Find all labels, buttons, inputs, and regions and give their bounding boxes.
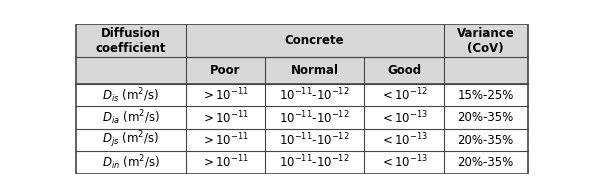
Text: $10^{-11}$-$10^{-12}$: $10^{-11}$-$10^{-12}$ xyxy=(279,132,350,148)
Text: Diffusion
coefficient: Diffusion coefficient xyxy=(95,27,166,55)
Text: Normal: Normal xyxy=(290,64,339,77)
Text: $>10^{-11}$: $>10^{-11}$ xyxy=(201,87,249,103)
Text: $D_{ia}\ \mathrm{(m^2/s)}$: $D_{ia}\ \mathrm{(m^2/s)}$ xyxy=(102,108,160,127)
Text: Good: Good xyxy=(387,64,421,77)
Text: $<10^{-13}$: $<10^{-13}$ xyxy=(380,109,428,126)
Text: $<10^{-13}$: $<10^{-13}$ xyxy=(380,154,428,171)
Text: $10^{-11}$-$10^{-12}$: $10^{-11}$-$10^{-12}$ xyxy=(279,109,350,126)
Text: $>10^{-11}$: $>10^{-11}$ xyxy=(201,109,249,126)
Text: $>10^{-11}$: $>10^{-11}$ xyxy=(201,132,249,148)
Text: $D_{is}\ \mathrm{(m^2/s)}$: $D_{is}\ \mathrm{(m^2/s)}$ xyxy=(102,86,160,105)
Text: $>10^{-11}$: $>10^{-11}$ xyxy=(201,154,249,171)
Text: $<10^{-13}$: $<10^{-13}$ xyxy=(380,132,428,148)
Bar xyxy=(76,24,528,57)
Text: $<10^{-12}$: $<10^{-12}$ xyxy=(380,87,428,103)
Text: 15%-25%: 15%-25% xyxy=(458,89,514,102)
Text: 20%-35%: 20%-35% xyxy=(458,133,514,147)
Text: $D_{js}\ \mathrm{(m^2/s)}$: $D_{js}\ \mathrm{(m^2/s)}$ xyxy=(102,130,160,150)
Text: $10^{-11}$-$10^{-12}$: $10^{-11}$-$10^{-12}$ xyxy=(279,154,350,171)
Bar xyxy=(76,57,528,84)
Text: Poor: Poor xyxy=(210,64,240,77)
Text: Concrete: Concrete xyxy=(285,34,345,47)
Text: $D_{in}\ \mathrm{(m^2/s)}$: $D_{in}\ \mathrm{(m^2/s)}$ xyxy=(102,153,160,172)
Text: Variance
(CoV): Variance (CoV) xyxy=(457,27,515,55)
Text: $10^{-11}$-$10^{-12}$: $10^{-11}$-$10^{-12}$ xyxy=(279,87,350,103)
Text: 20%-35%: 20%-35% xyxy=(458,111,514,124)
Text: 20%-35%: 20%-35% xyxy=(458,156,514,169)
